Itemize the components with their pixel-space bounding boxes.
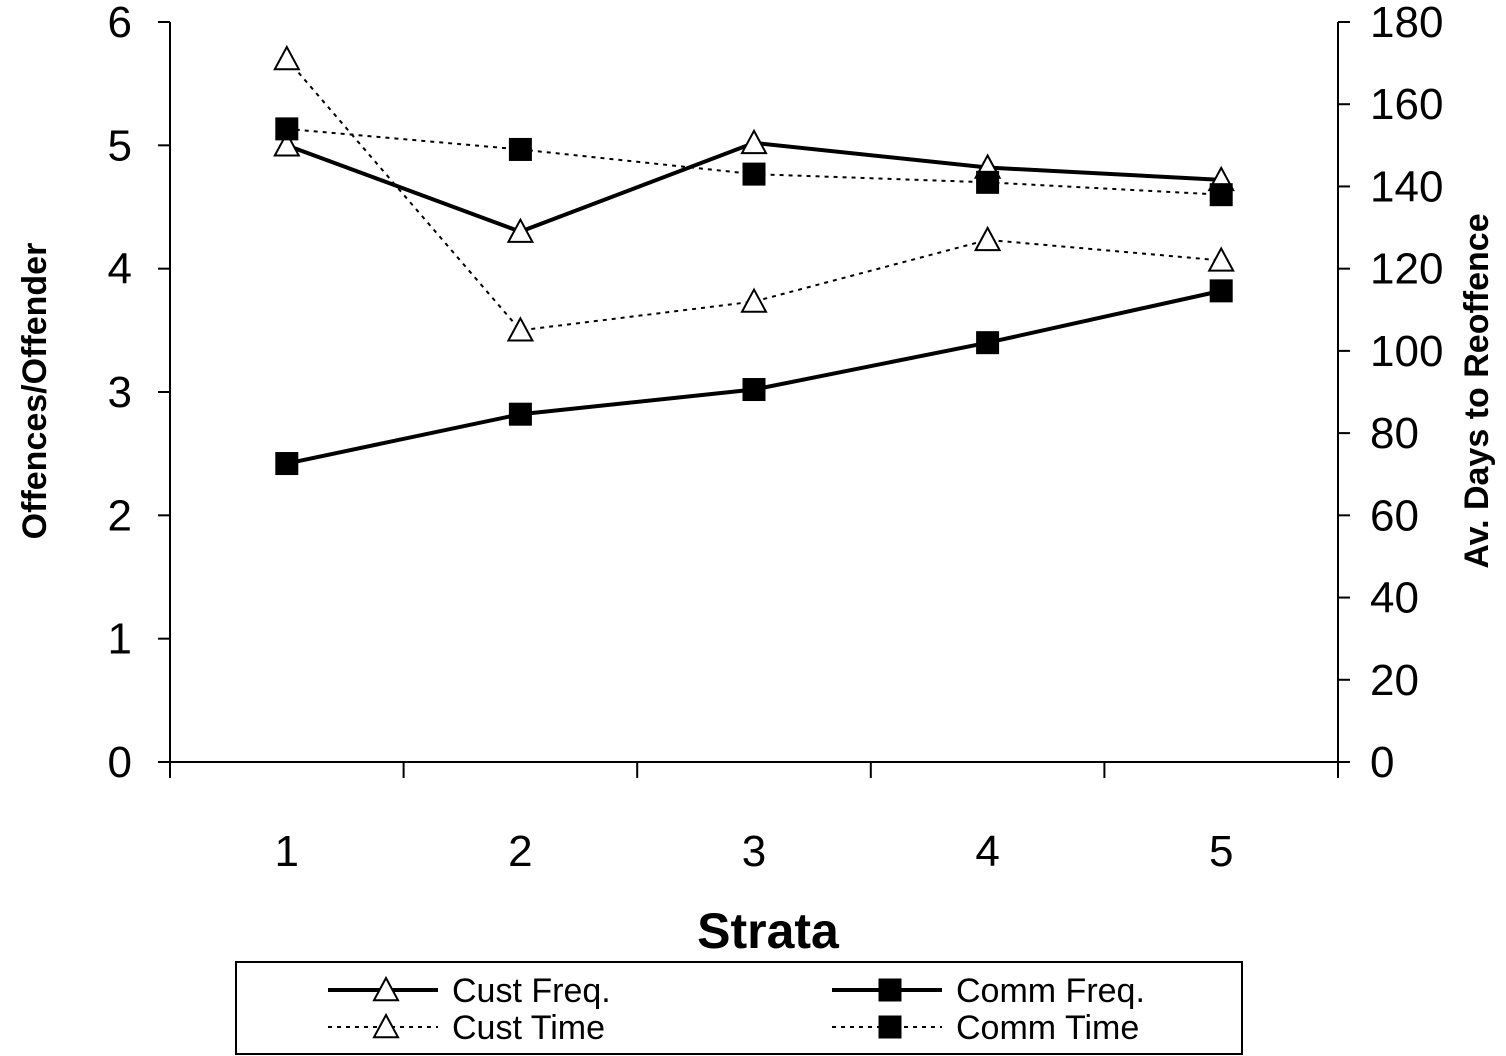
series-line	[286, 288, 1222, 466]
data-point	[273, 131, 301, 157]
data-point	[508, 137, 532, 161]
series-line	[286, 140, 1222, 234]
y2-tick-label: 160	[1370, 80, 1443, 129]
data-point	[740, 287, 768, 313]
series-comm-freq	[275, 279, 1233, 476]
y-tick-label: 2	[108, 491, 132, 540]
y2-tick-label: 40	[1370, 574, 1419, 623]
legend-label: Comm Time	[956, 1009, 1139, 1047]
y-tick-label: 4	[108, 245, 132, 294]
data-point	[1207, 246, 1235, 272]
y-tick-label: 3	[108, 368, 132, 417]
legend: Cust Freq. Comm Freq. Cust Time Comm Time	[235, 961, 1243, 1055]
y-tick-label: 1	[108, 615, 132, 664]
y2-tick-label: 20	[1370, 656, 1419, 705]
series-cust-time	[273, 44, 1235, 342]
legend-item: Cust Freq.	[328, 972, 611, 1010]
legend-label: Comm Freq.	[956, 972, 1145, 1010]
legend-item: Cust Time	[328, 1009, 605, 1047]
data-point	[740, 128, 768, 155]
data-point	[1209, 183, 1233, 207]
data-point	[275, 117, 299, 141]
x-axis-title: Strata	[697, 903, 840, 959]
y-axis-title: Offences/Offender	[16, 243, 54, 540]
x-tick-label: 1	[275, 827, 299, 876]
series-comm-time	[275, 117, 1233, 207]
data-point	[742, 378, 766, 402]
data-point	[742, 162, 766, 186]
data-point	[506, 217, 535, 243]
legend-marker	[372, 975, 400, 1002]
x-tick-label: 3	[742, 827, 766, 876]
y2-tick-label: 80	[1370, 409, 1419, 458]
data-point	[275, 452, 299, 476]
y-tick-label: 6	[108, 0, 132, 47]
legend-box	[235, 961, 1243, 1055]
y2-tick-label: 120	[1370, 245, 1443, 294]
y2-tick-label: 60	[1370, 491, 1419, 540]
legend-label: Cust Freq.	[452, 972, 611, 1010]
legend-item: Comm Time	[832, 1009, 1139, 1047]
y2-tick-label: 180	[1370, 0, 1443, 47]
y-tick-label: 0	[108, 738, 132, 787]
data-point	[506, 316, 535, 342]
series-cust-freq	[273, 128, 1235, 243]
data-point	[973, 225, 1002, 252]
data-point	[976, 331, 1000, 355]
data-point	[273, 44, 301, 71]
legend-marker	[372, 1012, 400, 1039]
y2-tick-label: 0	[1370, 738, 1394, 787]
x-tick-label: 4	[975, 827, 999, 876]
legend-item: Comm Freq.	[832, 972, 1145, 1010]
x-tick-label: 5	[1209, 827, 1233, 876]
data-point	[1209, 279, 1233, 303]
legend-label: Cust Time	[452, 1009, 605, 1047]
legend-marker	[878, 978, 902, 1002]
data-point	[508, 402, 532, 426]
y2-tick-label: 100	[1370, 327, 1443, 376]
legend-marker	[878, 1015, 902, 1039]
x-tick-label: 2	[508, 827, 532, 876]
y2-axis-title: Av. Days to Reoffence	[1458, 213, 1496, 568]
data-point	[976, 170, 1000, 194]
y2-tick-label: 140	[1370, 162, 1443, 211]
plot-area	[273, 44, 1235, 476]
y-tick-label: 5	[108, 121, 132, 170]
